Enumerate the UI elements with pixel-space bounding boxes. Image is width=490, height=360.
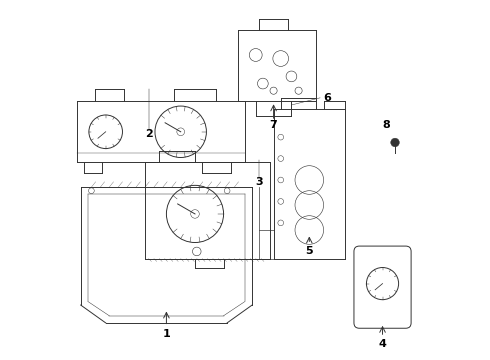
Text: 8: 8 [382,120,390,130]
Text: 3: 3 [255,177,263,187]
Text: 2: 2 [145,129,152,139]
Circle shape [391,138,399,147]
Text: 7: 7 [270,120,277,130]
Text: 6: 6 [323,93,331,103]
Text: 5: 5 [305,247,313,256]
Text: 4: 4 [379,339,387,349]
Text: 1: 1 [163,329,171,339]
